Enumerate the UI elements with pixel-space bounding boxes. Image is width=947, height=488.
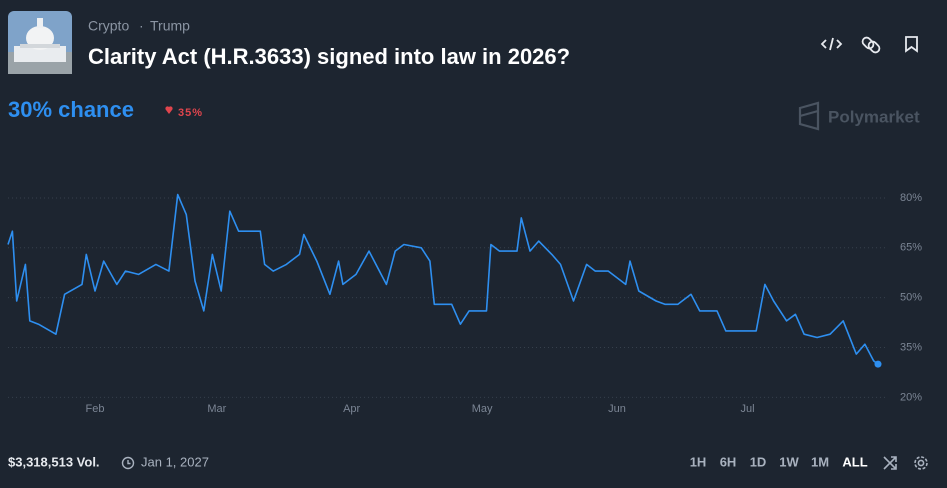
end-date: Jan 1, 2027 (141, 454, 209, 469)
range-button[interactable]: ALL (842, 454, 867, 469)
x-tick-label: Mar (207, 403, 226, 415)
x-tick-label: Apr (343, 403, 360, 415)
range-button[interactable]: 1M (811, 454, 829, 469)
range-button[interactable]: 1H (690, 454, 707, 469)
brand: Polymarket (828, 107, 920, 126)
x-tick-label: Jul (740, 403, 754, 415)
y-tick-label: 35% (900, 341, 922, 353)
range-selector: 1H 6H 1D 1W 1M ALL (690, 454, 868, 469)
y-tick-label: 20% (900, 391, 922, 403)
change-icon (165, 106, 173, 114)
settings-button[interactable] (914, 456, 928, 470)
tag[interactable]: Trump (150, 18, 190, 34)
bookmark-button[interactable] (905, 36, 918, 53)
tag[interactable]: Crypto (88, 18, 129, 34)
x-tick-label: Jun (608, 403, 626, 415)
y-tick-label: 50% (900, 292, 922, 304)
link-button[interactable] (861, 36, 881, 54)
chance: 30% chance (8, 97, 134, 122)
current-point (874, 360, 882, 368)
separator: · (139, 18, 144, 34)
clock-icon (121, 456, 135, 470)
change: 35% (178, 107, 203, 119)
market-image (8, 11, 72, 74)
shuffle-button[interactable] (883, 456, 897, 470)
range-button[interactable]: 1W (779, 454, 799, 469)
range-button[interactable]: 1D (750, 454, 767, 469)
y-tick-label: 65% (900, 242, 922, 254)
market-title: Clarity Act (H.R.3633) signed into law i… (88, 44, 570, 69)
chart: 20% 35% 50% 65% 80% Feb Mar Apr May Jun Jul (7, 192, 922, 415)
brand-logo (798, 101, 820, 131)
x-tick-label: May (472, 403, 493, 415)
volume: $3,318,513 Vol. (8, 454, 100, 469)
range-button[interactable]: 6H (720, 454, 737, 469)
price-line (7, 193, 879, 365)
y-tick-label: 80% (900, 192, 922, 204)
x-tick-label: Feb (86, 403, 105, 415)
embed-button[interactable] (820, 37, 843, 51)
